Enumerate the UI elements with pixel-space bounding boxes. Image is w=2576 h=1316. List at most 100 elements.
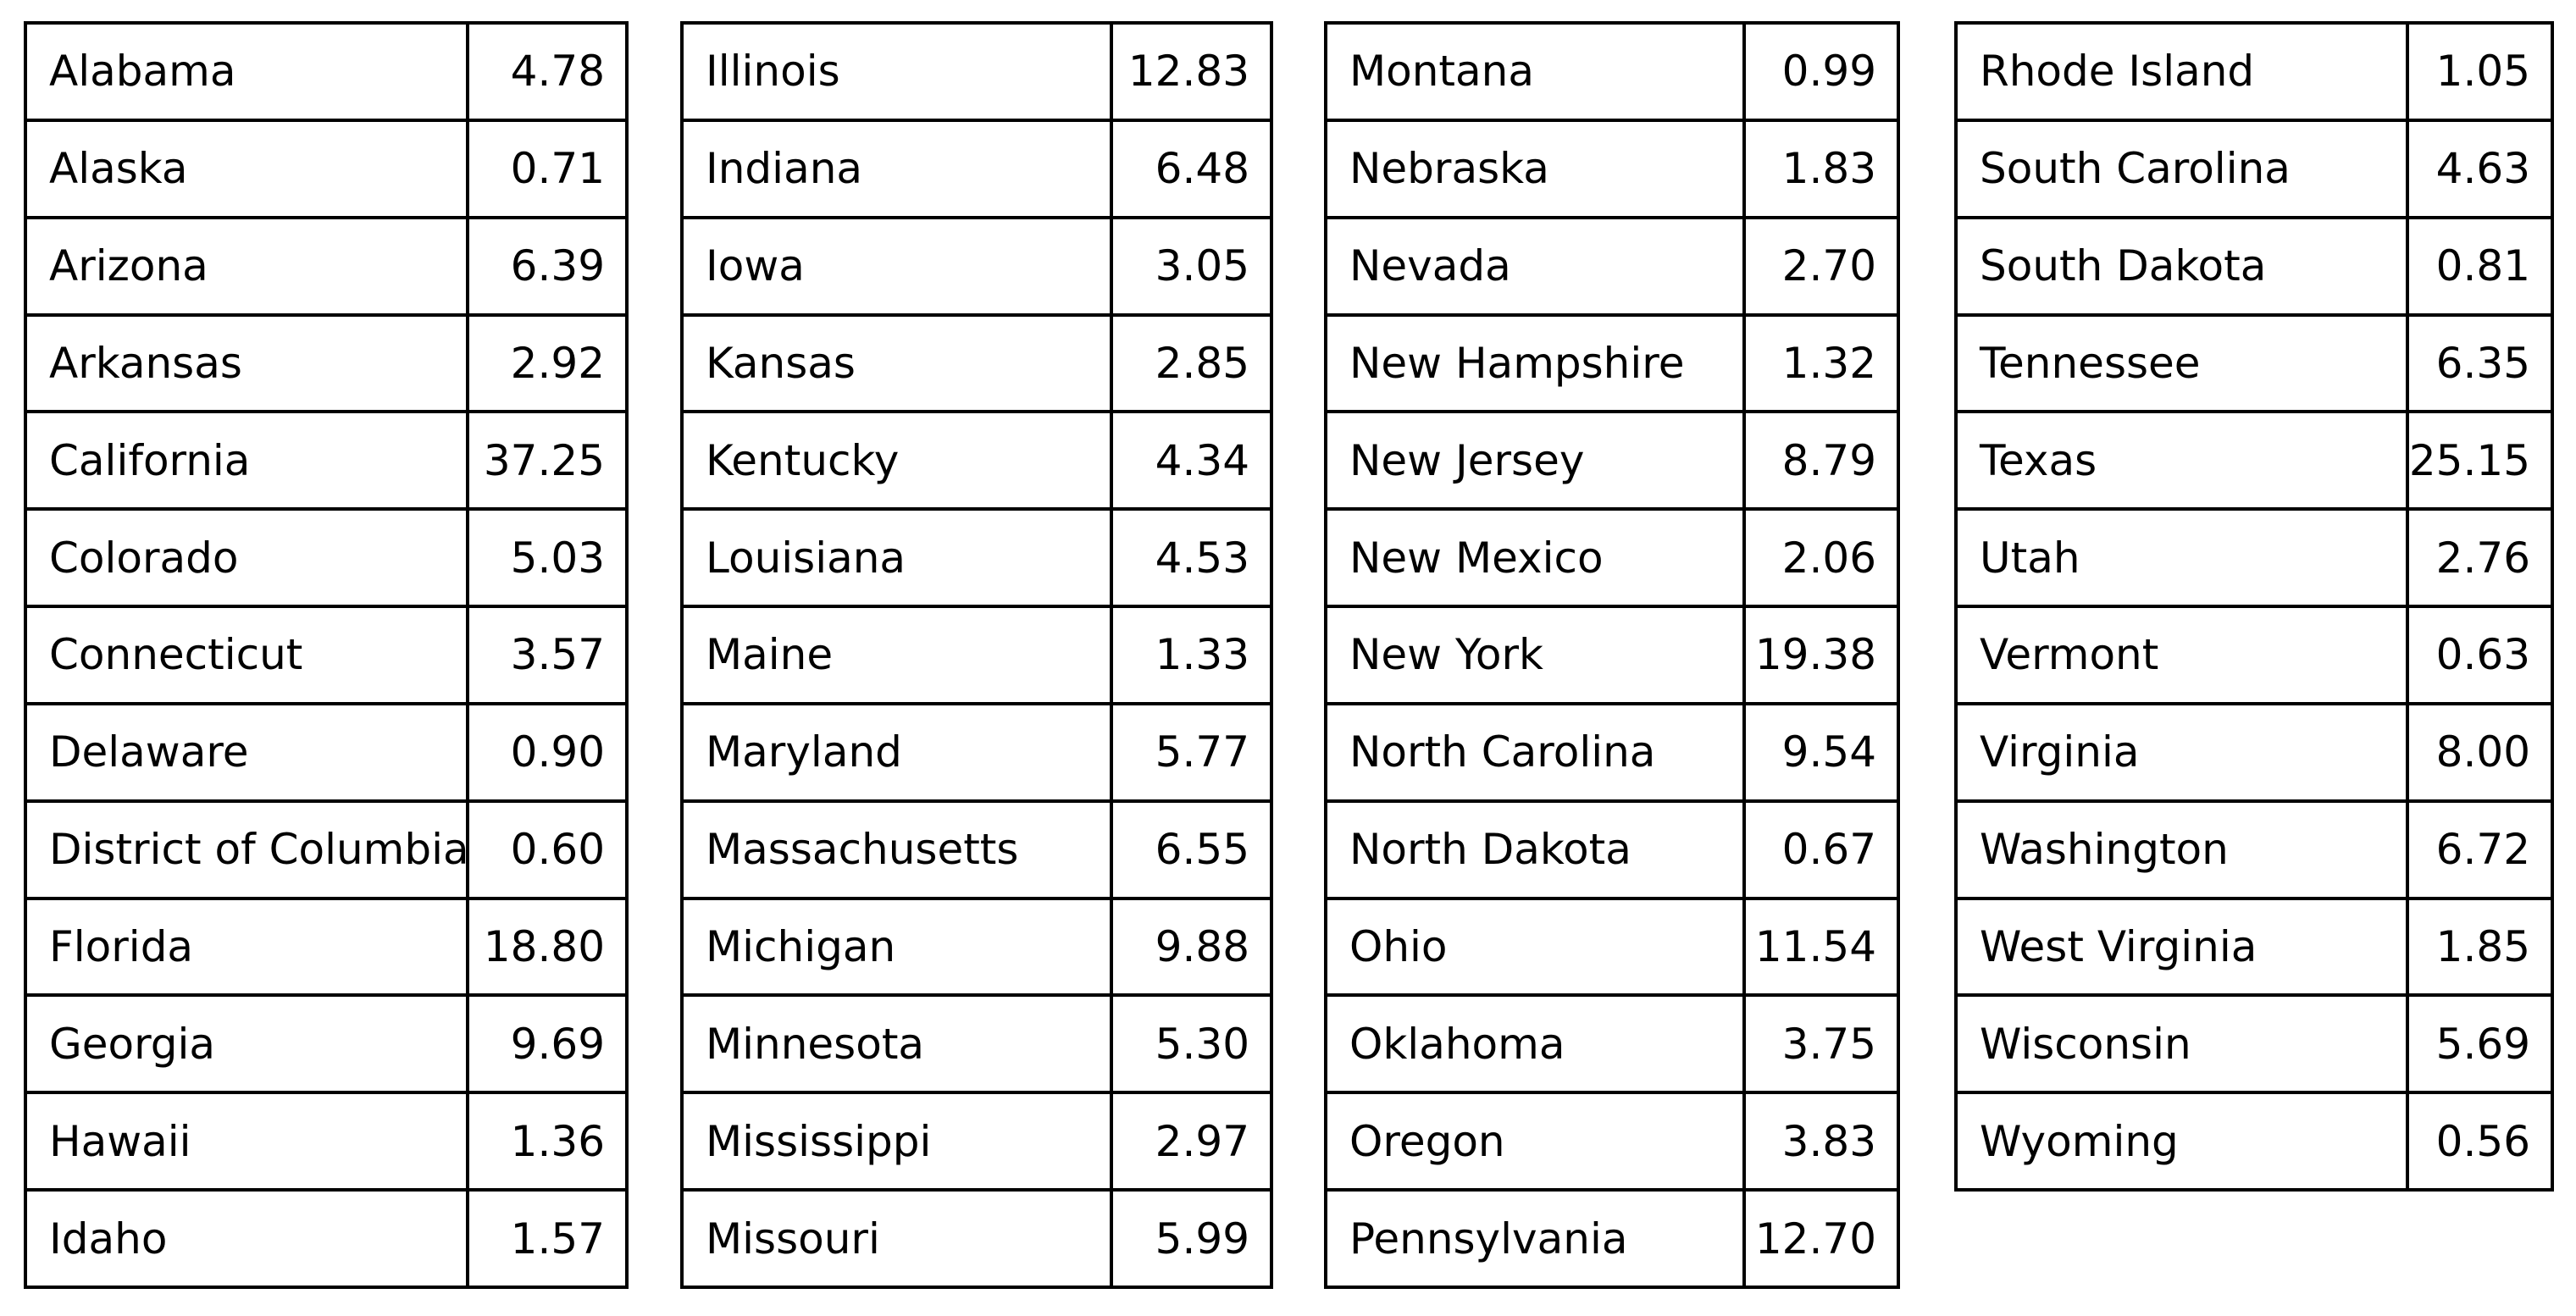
- table-row: Idaho 1.57: [27, 1192, 625, 1286]
- state-name-cell: New Mexico: [1327, 511, 1746, 605]
- states-table-1: Alabama 4.78 Alaska 0.71 Arizona 6.39 Arkansas…: [24, 21, 629, 1289]
- state-name-cell: Iowa: [684, 218, 1113, 313]
- table-row: Wyoming 0.56: [1958, 1094, 2551, 1189]
- states-table-3: Montana 0.99 Nebraska 1.83 Nevada 2.70 New Ham…: [1324, 21, 1900, 1289]
- table-row: Alaska 0.71: [27, 121, 625, 219]
- table-row: Nebraska 1.83: [1327, 121, 1897, 219]
- state-value-cell: 2.92: [510, 338, 605, 388]
- state-name-cell: Virginia: [1958, 705, 2409, 799]
- state-value-cell: 5.69: [2435, 1019, 2530, 1069]
- table-row: Minnesota 5.30: [684, 997, 1270, 1095]
- table-row: Louisiana 4.53: [684, 511, 1270, 609]
- state-name-cell: Washington: [1958, 802, 2409, 897]
- state-value-cell: 1.36: [510, 1116, 605, 1166]
- table-row: Georgia 9.69: [27, 997, 625, 1095]
- state-name-cell: Wyoming: [1958, 1094, 2409, 1189]
- state-value-cell: 6.72: [2435, 825, 2530, 875]
- state-value-cell: 9.88: [1155, 922, 1249, 972]
- state-name-cell: Nevada: [1327, 218, 1746, 313]
- state-value-cell: 4.63: [2435, 144, 2530, 194]
- state-name-cell: Kansas: [684, 316, 1113, 411]
- state-name-cell: District of Columbia: [27, 802, 469, 897]
- states-table-2: Illinois 12.83 Indiana 6.48 Iowa 3.05 Kansas 2.…: [680, 21, 1273, 1289]
- state-value-cell: 1.85: [2435, 922, 2530, 972]
- state-value-cell: 3.57: [510, 630, 605, 680]
- state-value-cell: 37.25: [483, 435, 605, 485]
- state-value-cell: 2.70: [1781, 241, 1876, 291]
- table-row: Maine 1.33: [684, 608, 1270, 705]
- state-value-cell: 8.00: [2435, 727, 2530, 777]
- state-value-cell: 0.99: [1781, 47, 1876, 97]
- state-name-cell: Maryland: [684, 705, 1113, 799]
- state-name-cell: Connecticut: [27, 608, 469, 702]
- state-value-cell: 4.34: [1155, 435, 1249, 485]
- table-row: North Dakota 0.67: [1327, 802, 1897, 900]
- table-row: Delaware 0.90: [27, 705, 625, 803]
- table-row: North Carolina 9.54: [1327, 705, 1897, 803]
- state-name-cell: Mississippi: [684, 1094, 1113, 1189]
- state-value-cell: 11.54: [1754, 922, 1876, 972]
- table-row: Arkansas 2.92: [27, 316, 625, 414]
- table-row: Utah 2.76: [1958, 511, 2551, 609]
- state-name-cell: Delaware: [27, 705, 469, 799]
- state-value-cell: 1.83: [1781, 144, 1876, 194]
- state-value-cell: 5.30: [1155, 1019, 1249, 1069]
- state-value-cell: 2.85: [1155, 338, 1249, 388]
- state-name-cell: Arizona: [27, 218, 469, 313]
- state-name-cell: Texas: [1958, 413, 2409, 508]
- table-row: Missouri 5.99: [684, 1192, 1270, 1286]
- table-row: New York 19.38: [1327, 608, 1897, 705]
- table-row: Indiana 6.48: [684, 121, 1270, 219]
- states-table-4: Rhode Island 1.05 South Carolina 4.63 South …: [1954, 21, 2554, 1192]
- table-row: Oklahoma 3.75: [1327, 997, 1897, 1095]
- table-row: Colorado 5.03: [27, 511, 625, 609]
- state-name-cell: California: [27, 413, 469, 508]
- table-row: Massachusetts 6.55: [684, 802, 1270, 900]
- state-value-cell: 6.39: [510, 241, 605, 291]
- table-row: Virginia 8.00: [1958, 705, 2551, 803]
- table-row: District of Columbia 0.60: [27, 802, 625, 900]
- table-row: Vermont 0.63: [1958, 608, 2551, 705]
- state-name-cell: Alaska: [27, 121, 469, 216]
- state-name-cell: New York: [1327, 608, 1746, 702]
- table-row: South Carolina 4.63: [1958, 121, 2551, 219]
- state-value-cell: 3.75: [1781, 1019, 1876, 1069]
- state-name-cell: Illinois: [684, 25, 1113, 119]
- table-row: Arizona 6.39: [27, 218, 625, 317]
- table-row: West Virginia 1.85: [1958, 899, 2551, 998]
- state-name-cell: Oklahoma: [1327, 997, 1746, 1092]
- state-name-cell: Louisiana: [684, 511, 1113, 605]
- state-name-cell: Massachusetts: [684, 802, 1113, 897]
- state-value-cell: 0.90: [510, 727, 605, 777]
- table-row: Kansas 2.85: [684, 316, 1270, 414]
- state-name-cell: Utah: [1958, 511, 2409, 605]
- state-name-cell: New Hampshire: [1327, 316, 1746, 411]
- state-name-cell: Wisconsin: [1958, 997, 2409, 1092]
- table-row: Illinois 12.83: [684, 25, 1270, 122]
- table-row: New Mexico 2.06: [1327, 511, 1897, 609]
- state-name-cell: New Jersey: [1327, 413, 1746, 508]
- state-name-cell: West Virginia: [1958, 899, 2409, 994]
- state-value-cell: 4.53: [1155, 533, 1249, 583]
- state-value-cell: 2.76: [2435, 533, 2530, 583]
- state-value-cell: 0.67: [1781, 825, 1876, 875]
- table-row: Pennsylvania 12.70: [1327, 1192, 1897, 1286]
- table-row: Connecticut 3.57: [27, 608, 625, 705]
- state-value-cell: 9.54: [1781, 727, 1876, 777]
- state-name-cell: Oregon: [1327, 1094, 1746, 1189]
- state-value-cell: 4.78: [510, 47, 605, 97]
- table-row: Tennessee 6.35: [1958, 316, 2551, 414]
- state-value-cell: 3.83: [1781, 1116, 1876, 1166]
- table-row: Kentucky 4.34: [684, 413, 1270, 511]
- state-name-cell: Arkansas: [27, 316, 469, 411]
- state-name-cell: Colorado: [27, 511, 469, 605]
- table-row: Florida 18.80: [27, 899, 625, 998]
- state-name-cell: Ohio: [1327, 899, 1746, 994]
- state-name-cell: Tennessee: [1958, 316, 2409, 411]
- table-row: Maryland 5.77: [684, 705, 1270, 803]
- state-value-cell: 18.80: [483, 922, 605, 972]
- state-value-cell: 12.70: [1754, 1214, 1876, 1263]
- table-row: Oregon 3.83: [1327, 1094, 1897, 1192]
- state-name-cell: Montana: [1327, 25, 1746, 119]
